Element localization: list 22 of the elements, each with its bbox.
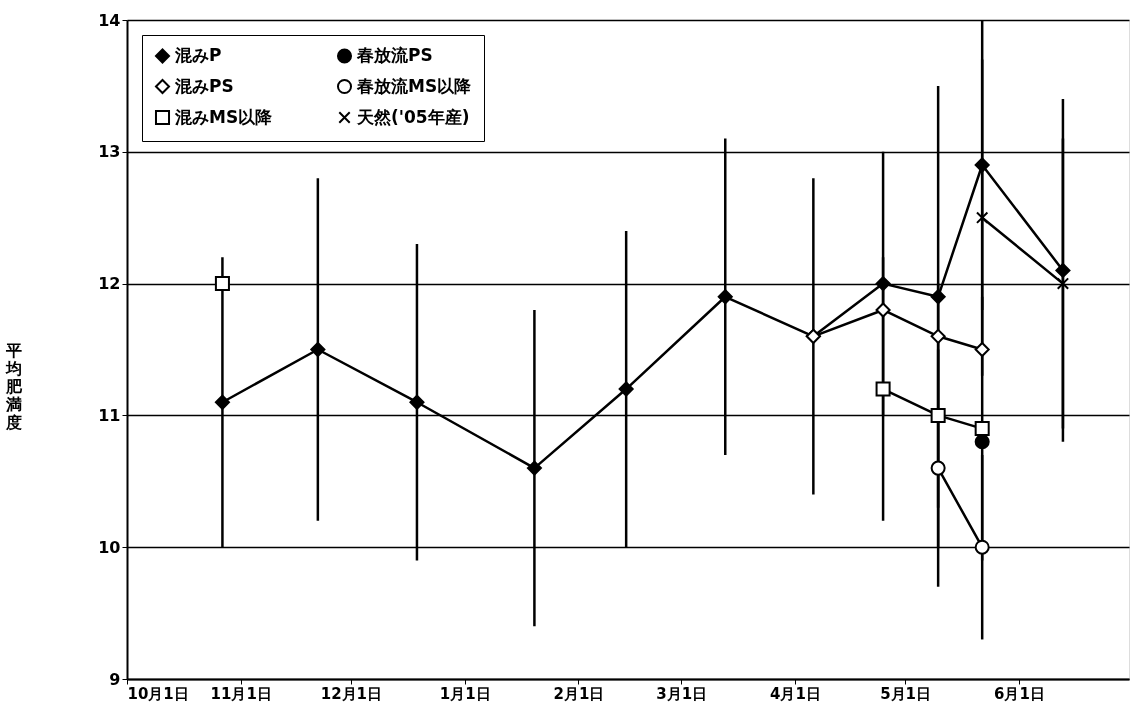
- x-tick-label: 3月1日: [656, 684, 708, 703]
- y-tick-label: 10: [98, 537, 121, 557]
- y-tick-label: 9: [109, 669, 121, 689]
- x-tick-label: 1月1日: [439, 684, 491, 703]
- legend-label: 天然('05年産): [356, 106, 470, 127]
- x-tick-label: 12月1日: [320, 684, 383, 703]
- x-tick-label: 5月1日: [880, 684, 932, 703]
- y-tick-label: 13: [98, 142, 121, 162]
- legend-label: 混みMS以降: [174, 106, 274, 127]
- y-axis-title: 平均肥満度: [5, 340, 24, 432]
- legend-label: 混みP: [174, 44, 222, 65]
- y-tick-label: 14: [98, 10, 121, 30]
- x-tick-label: 11月1日: [210, 684, 272, 703]
- x-tick-label: 4月1日: [770, 684, 821, 703]
- legend-label: 春放流PS: [356, 44, 433, 65]
- y-tick-label: 11: [98, 405, 121, 425]
- x-tick-label: 2月1日: [553, 684, 605, 703]
- legend-label: 混みPS: [174, 75, 234, 96]
- x-tick-label: 10月1日: [127, 684, 189, 703]
- legend-label: 春放流MS以降: [356, 75, 473, 96]
- y-tick-label: 12: [98, 274, 121, 294]
- x-tick-label: 6月1日: [993, 684, 1045, 703]
